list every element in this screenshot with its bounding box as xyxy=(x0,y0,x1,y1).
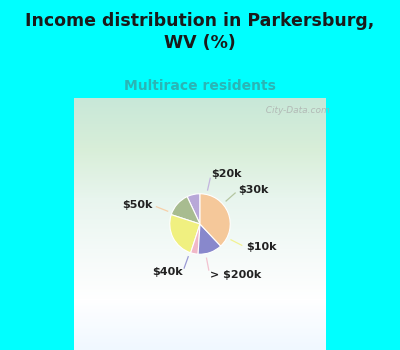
Text: $40k: $40k xyxy=(152,267,182,277)
Text: Income distribution in Parkersburg,
WV (%): Income distribution in Parkersburg, WV (… xyxy=(25,12,375,52)
Wedge shape xyxy=(170,215,200,253)
Text: $20k: $20k xyxy=(211,169,242,179)
Text: City-Data.com: City-Data.com xyxy=(260,106,330,114)
Text: $50k: $50k xyxy=(122,200,152,210)
Text: > $200k: > $200k xyxy=(210,270,261,280)
Text: Multirace residents: Multirace residents xyxy=(124,79,276,93)
Wedge shape xyxy=(171,197,200,224)
Wedge shape xyxy=(191,224,200,254)
Wedge shape xyxy=(187,194,200,224)
Text: $30k: $30k xyxy=(238,185,269,195)
Wedge shape xyxy=(200,194,230,246)
Text: $10k: $10k xyxy=(246,242,276,252)
Wedge shape xyxy=(198,224,221,254)
